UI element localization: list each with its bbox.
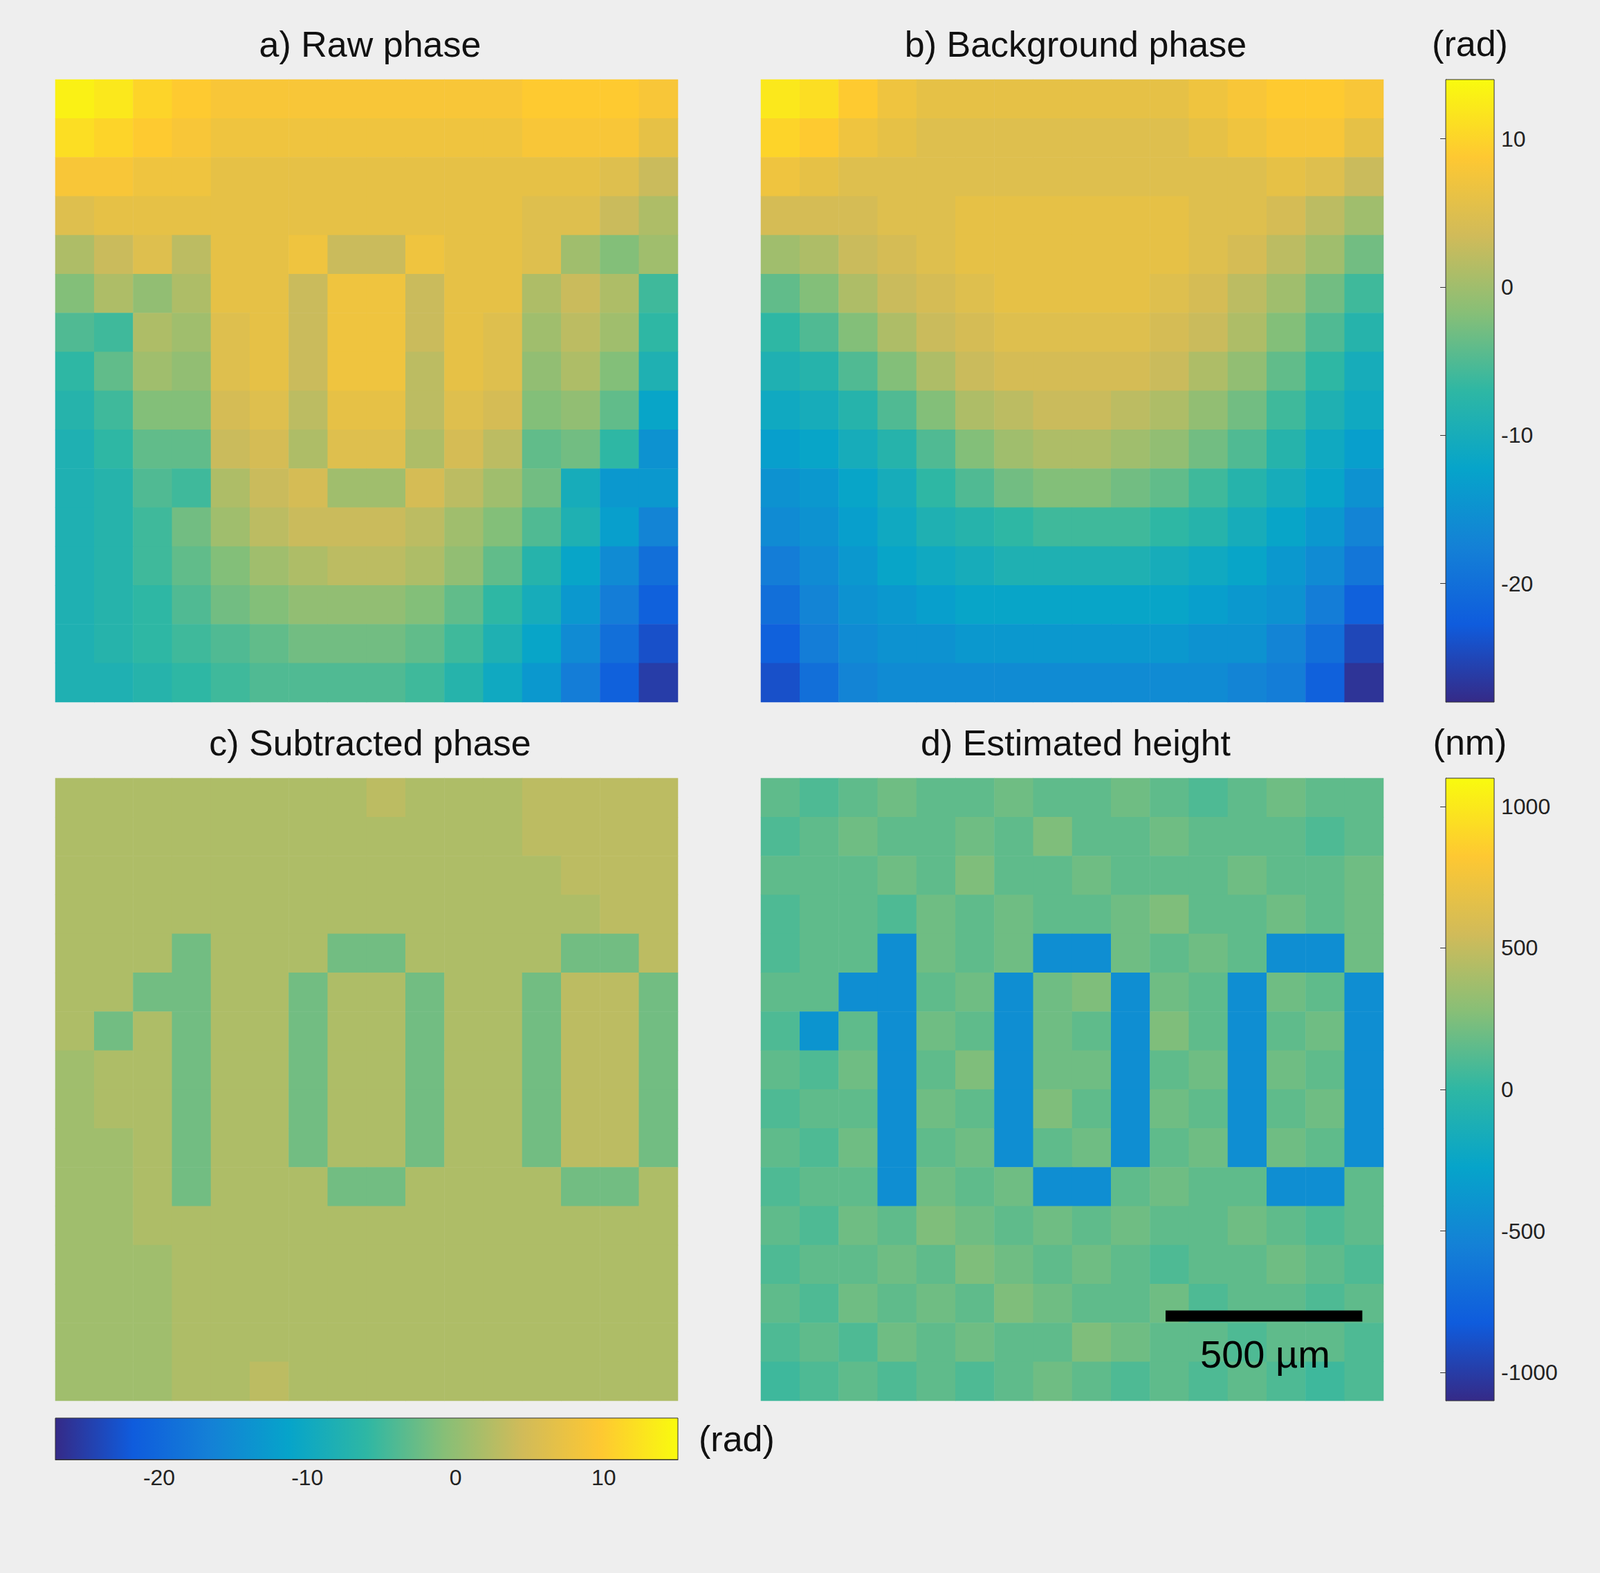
svg-text:(rad): (rad) (1431, 23, 1508, 64)
svg-text:500 µm: 500 µm (1200, 1332, 1331, 1376)
svg-text:500: 500 (1501, 935, 1538, 961)
svg-text:-1000: -1000 (1501, 1359, 1558, 1385)
svg-text:(rad): (rad) (698, 1418, 775, 1459)
svg-text:-20: -20 (1501, 571, 1533, 597)
svg-text:c) Subtracted phase: c) Subtracted phase (208, 722, 531, 763)
svg-text:0: 0 (1501, 1077, 1514, 1102)
svg-text:10: 10 (591, 1465, 617, 1491)
svg-text:a) Raw phase: a) Raw phase (259, 24, 482, 65)
svg-text:0: 0 (449, 1465, 463, 1491)
svg-text:-20: -20 (143, 1465, 176, 1491)
svg-text:-500: -500 (1501, 1218, 1546, 1244)
svg-text:(nm): (nm) (1433, 722, 1508, 763)
svg-text:10: 10 (1501, 126, 1526, 152)
svg-text:-10: -10 (291, 1465, 324, 1491)
svg-text:d) Estimated height: d) Estimated height (920, 722, 1232, 763)
svg-text:-10: -10 (1501, 422, 1533, 448)
svg-text:0: 0 (1501, 274, 1514, 300)
svg-text:1000: 1000 (1501, 794, 1551, 820)
svg-text:b) Background phase: b) Background phase (904, 24, 1247, 65)
